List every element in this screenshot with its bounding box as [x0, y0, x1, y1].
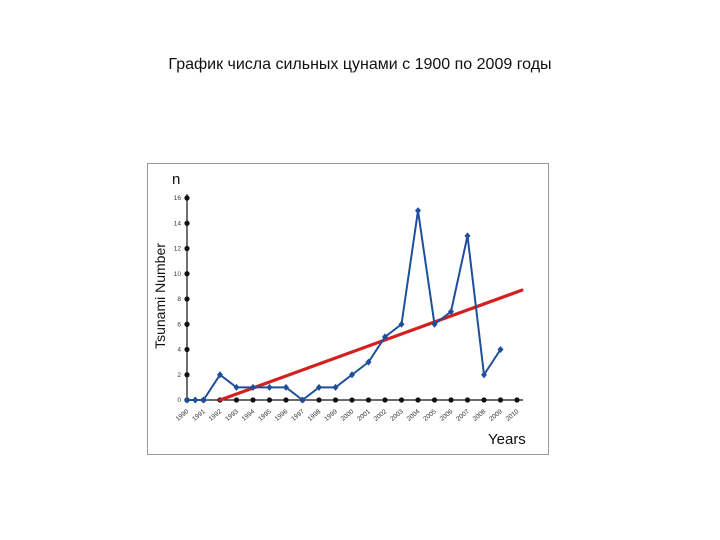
- x-baseline-dot: [332, 397, 339, 403]
- x-baseline-dot: [481, 397, 487, 403]
- x-baseline-dot: [514, 397, 520, 403]
- x-tick-label: 1997: [290, 408, 306, 423]
- series-marker: [316, 383, 322, 391]
- trend-line: [218, 288, 524, 402]
- x-tick-label: 2000: [340, 408, 356, 423]
- x-tick-label: 2005: [422, 408, 438, 423]
- x-tick-label: 1999: [323, 408, 339, 423]
- series-marker: [415, 207, 421, 215]
- x-tick-label: 1995: [257, 408, 273, 423]
- series-marker: [266, 383, 273, 391]
- x-baseline-dot: [283, 397, 289, 403]
- series-marker: [349, 371, 355, 379]
- slide-title: График числа сильных цунами с 1900 по 20…: [168, 56, 552, 73]
- x-tick-label: 1998: [307, 408, 323, 423]
- y-tick-label: 4: [177, 347, 181, 354]
- series-marker: [283, 383, 289, 391]
- y-tick-dot: [184, 245, 190, 252]
- x-baseline-dot: [415, 397, 421, 403]
- series-marker: [382, 333, 388, 341]
- x-baseline-dot: [497, 397, 504, 403]
- y-axis-label: Tsunami Number: [152, 243, 168, 349]
- x-tick-label: 1994: [241, 408, 257, 423]
- y-tick-label: 0: [177, 397, 181, 404]
- x-tick-label: 2002: [373, 408, 389, 423]
- x-baseline-dot: [431, 397, 438, 403]
- x-tick-label: 2008: [472, 408, 488, 423]
- y-tick-label: 6: [177, 321, 181, 328]
- y-tick-dot: [184, 321, 190, 327]
- series-marker: [332, 383, 339, 391]
- series-marker: [464, 232, 471, 240]
- x-tick-label: 2006: [439, 408, 455, 423]
- y-tick-label: 12: [174, 246, 182, 253]
- series-marker: [431, 320, 438, 328]
- x-baseline-dot: [250, 397, 256, 403]
- series-marker: [184, 396, 190, 404]
- series-marker: [299, 396, 306, 404]
- x-baseline-dot: [382, 397, 388, 403]
- y-tick-label: 10: [174, 271, 182, 278]
- y-tick-label: 8: [177, 296, 181, 303]
- series-marker: [250, 383, 256, 391]
- series-marker: [217, 371, 223, 379]
- y-tick-dot: [184, 296, 190, 302]
- series-marker: [365, 358, 372, 366]
- y-tick-label: 2: [177, 372, 181, 379]
- y-axis-symbol: n: [172, 171, 180, 188]
- x-baseline-dot: [233, 397, 240, 403]
- x-tick-label: 2009: [488, 408, 504, 423]
- x-tick-label: 2004: [406, 408, 422, 423]
- x-tick-label: 2007: [455, 408, 471, 423]
- series-marker: [448, 308, 454, 316]
- series-marker: [233, 383, 240, 391]
- y-tick-dot: [184, 372, 190, 378]
- x-tick-label: 1993: [224, 408, 240, 423]
- x-tick-label: 2001: [356, 408, 372, 423]
- y-tick-dot: [184, 195, 190, 201]
- x-baseline-dot: [266, 397, 273, 403]
- series-marker: [398, 320, 405, 328]
- x-baseline-dot: [365, 397, 372, 403]
- x-tick-label: 1996: [274, 408, 290, 423]
- chart-frame: 0 2 4 6 8 10 12 14 16 1990 1991 1992 1993 1994 1995 199…: [147, 163, 549, 455]
- series-line: [187, 209, 502, 401]
- x-baseline-dot: [398, 397, 405, 403]
- x-baseline-dot: [316, 397, 322, 403]
- y-tick-label: 16: [174, 195, 182, 202]
- x-tick-label: 2003: [389, 408, 405, 423]
- y-tick-dot: [184, 271, 190, 277]
- y-tick-label: 14: [174, 220, 182, 227]
- series-marker: [192, 396, 199, 404]
- x-tick-label: 1990: [175, 408, 191, 423]
- x-axis-label: Years: [488, 431, 526, 448]
- y-tick-dot: [184, 220, 190, 226]
- x-tick-label: 1992: [208, 408, 224, 423]
- series-marker: [200, 396, 207, 404]
- x-baseline-dot: [448, 397, 454, 403]
- x-baseline-dot: [464, 397, 471, 403]
- series-marker: [481, 371, 487, 379]
- x-tick-label: 1991: [191, 408, 207, 423]
- x-baseline-dot: [349, 397, 355, 403]
- series-marker: [497, 346, 504, 353]
- x-tick-label: 2010: [505, 408, 521, 423]
- y-tick-dot: [184, 346, 190, 353]
